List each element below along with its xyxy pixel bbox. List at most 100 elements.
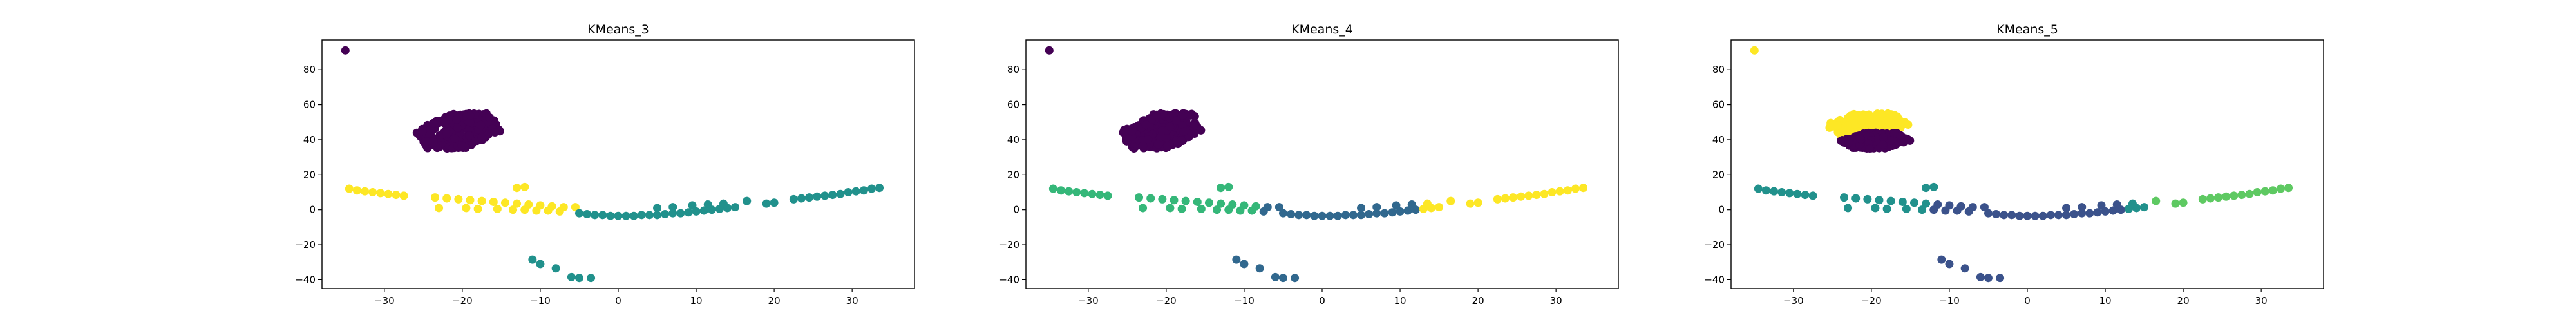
data-point	[1310, 211, 1319, 220]
data-point	[2015, 211, 2024, 220]
x-tick-label: 10	[1394, 295, 1406, 307]
data-point	[2253, 187, 2262, 196]
data-point	[1088, 189, 1097, 198]
data-point	[2070, 209, 2079, 218]
x-tick-label: −30	[374, 295, 395, 307]
data-point	[805, 193, 814, 202]
scatter-points	[1045, 46, 1588, 283]
data-point	[341, 46, 350, 55]
scatter-points	[341, 46, 884, 283]
y-tick-label: 80	[1712, 64, 1725, 75]
cluster-blob-point	[1172, 116, 1181, 125]
data-point	[1224, 205, 1233, 214]
data-point	[653, 204, 662, 213]
cluster-blob-point	[465, 131, 474, 140]
cluster-blob-point	[418, 127, 427, 136]
data-point	[384, 189, 393, 198]
y-tick-label: 0	[309, 204, 316, 216]
y-tick-label: 60	[1007, 99, 1019, 111]
data-point	[1318, 211, 1327, 220]
data-point	[1863, 194, 1872, 204]
data-point	[528, 255, 537, 264]
data-point	[1750, 46, 1759, 55]
cluster-blob-point	[425, 131, 434, 140]
subplot-kmeans-5: KMeans_5 −30 −20 −10 0 10 20 30 −40 −20 0 20 40 60 80	[1704, 23, 2324, 307]
cluster-blob-point	[1139, 142, 1148, 151]
y-tick-label: 20	[1007, 169, 1019, 180]
data-point	[692, 207, 701, 216]
cluster-blob-point	[477, 133, 486, 142]
data-point	[1984, 209, 1993, 218]
data-point	[435, 204, 444, 213]
data-point	[2046, 211, 2055, 220]
cluster-blob-point	[466, 111, 475, 120]
data-point	[513, 184, 522, 193]
data-point	[1259, 207, 1268, 216]
x-tick-label: 30	[1550, 295, 1562, 307]
data-point	[583, 209, 592, 218]
data-point	[1902, 204, 1911, 213]
data-point	[462, 204, 471, 213]
data-point	[1294, 211, 1303, 220]
data-point	[1403, 206, 1412, 215]
data-point	[466, 196, 475, 205]
axis-ticks: −30 −20 −10 0 10 20 30 −40 −20 0 20 40 60 80	[1704, 64, 2267, 307]
cluster-blob-point	[1873, 118, 1882, 128]
data-point	[1875, 196, 1884, 205]
y-tick-label: −20	[1704, 239, 1725, 251]
axis-ticks: −30 −20 −10 0 10 20 30 −40 −20 0 20 40 60 80	[999, 64, 1562, 307]
data-point	[2023, 211, 2032, 220]
chart-title: KMeans_4	[1291, 23, 1353, 37]
data-point	[1095, 191, 1104, 200]
data-point	[1571, 184, 1580, 193]
data-point	[2078, 209, 2087, 218]
data-point	[703, 200, 712, 209]
cluster-blob-point	[450, 134, 459, 143]
data-point	[2054, 211, 2063, 220]
data-point	[1181, 196, 1190, 205]
x-tick-label: 0	[1319, 295, 1325, 307]
y-tick-label: −40	[1704, 274, 1725, 285]
data-point	[1540, 189, 1549, 198]
data-point	[2268, 186, 2277, 195]
data-point	[1357, 211, 1366, 220]
data-point	[851, 187, 860, 196]
data-point	[493, 204, 502, 213]
data-point	[1852, 194, 1861, 203]
data-point	[1922, 184, 1931, 193]
data-point	[844, 187, 853, 196]
cluster-blob-point	[1152, 110, 1161, 119]
cluster-blob-point	[452, 115, 461, 124]
data-point	[1045, 46, 1054, 55]
data-point	[2093, 208, 2102, 217]
data-point	[1840, 193, 1849, 202]
data-point	[2031, 211, 2040, 220]
cluster-blob-point	[421, 137, 430, 146]
data-point	[1357, 204, 1366, 213]
data-point	[1532, 191, 1541, 200]
data-point	[2038, 211, 2047, 220]
y-tick-label: 0	[1013, 204, 1019, 216]
x-tick-label: −20	[1861, 295, 1882, 307]
data-point	[1953, 206, 1962, 215]
y-tick-label: −40	[999, 274, 1019, 285]
data-point	[1135, 193, 1144, 202]
data-point	[2108, 206, 2117, 215]
data-point	[1158, 194, 1167, 204]
data-point	[2078, 203, 2087, 212]
cluster-blob-point	[1879, 140, 1888, 149]
y-tick-label: 80	[303, 64, 316, 75]
data-point	[2230, 191, 2239, 200]
data-point	[1349, 211, 1358, 220]
y-tick-label: 60	[303, 99, 316, 111]
data-point	[1166, 204, 1175, 213]
data-point	[1080, 189, 1089, 198]
cluster-blob-point	[1186, 111, 1195, 120]
cluster-blob-point	[1153, 140, 1162, 149]
data-point	[621, 211, 630, 220]
cluster-blob-point	[1879, 133, 1888, 142]
data-point	[1278, 274, 1287, 283]
axes-frame	[1730, 39, 2324, 289]
data-point	[376, 189, 385, 198]
